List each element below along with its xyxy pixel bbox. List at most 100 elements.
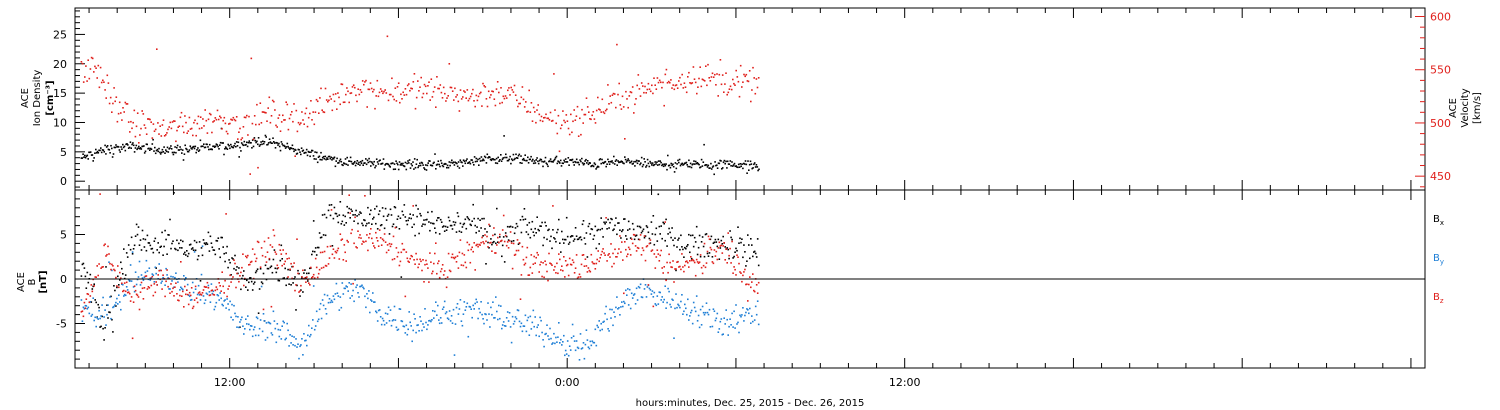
density-point (746, 172, 748, 174)
by-point (690, 309, 693, 312)
by-point (426, 328, 428, 331)
density-point (506, 159, 509, 162)
velocity-point (471, 92, 473, 95)
bz-point (710, 248, 713, 251)
velocity-point (269, 121, 272, 124)
by-point (681, 294, 683, 296)
by-point (438, 322, 441, 325)
bx-point (392, 223, 395, 225)
velocity-point (454, 87, 456, 90)
by-point (283, 321, 285, 324)
bz-point (639, 234, 642, 236)
bx-point (306, 272, 308, 275)
density-point (474, 160, 477, 163)
bx-point (275, 271, 278, 274)
bx-point (479, 219, 481, 221)
bz-point (326, 245, 329, 248)
bz-point (164, 295, 166, 298)
by-point (606, 318, 608, 321)
density-point (123, 145, 126, 148)
velocity-point (504, 95, 507, 97)
velocity-point (374, 107, 376, 110)
bx-point (489, 225, 491, 227)
density-point (341, 163, 343, 166)
velocity-point (148, 118, 150, 120)
velocity-point (354, 86, 356, 89)
velocity-point (188, 116, 191, 119)
density-velocity-points (80, 35, 760, 176)
by-point (395, 326, 398, 329)
density-point (471, 159, 473, 161)
bz-point (357, 230, 359, 232)
density-point (448, 161, 451, 163)
bz-point (699, 254, 702, 256)
bx-point (720, 239, 723, 242)
bz-point (408, 261, 410, 263)
density-point (161, 148, 164, 151)
density-point (730, 165, 732, 167)
bz-point (460, 264, 463, 266)
velocity-point (176, 129, 178, 132)
bz-point (195, 297, 198, 299)
velocity-point (172, 120, 175, 122)
bz-point (407, 260, 409, 263)
bx-point (227, 266, 229, 269)
bz-point (89, 295, 92, 297)
bx-point (168, 234, 170, 236)
by-point (327, 301, 330, 304)
velocity-point (665, 68, 668, 71)
density-point (744, 160, 747, 162)
density-point (544, 156, 547, 159)
bx-point (117, 275, 119, 278)
bz-point (381, 238, 384, 240)
bz-point (81, 310, 84, 312)
bz-point (151, 275, 154, 278)
by-point (291, 335, 293, 337)
density-point (408, 162, 410, 164)
velocity-point (622, 106, 625, 108)
density-point (131, 143, 133, 146)
bz-point (172, 287, 174, 290)
velocity-point (309, 112, 311, 115)
density-point (424, 164, 427, 166)
velocity-point (690, 82, 692, 85)
bz-point (158, 269, 160, 272)
bx-point (328, 204, 331, 206)
density-point (340, 160, 343, 163)
bx-point (381, 207, 384, 209)
bz-point (147, 286, 150, 288)
velocity-point (538, 113, 541, 116)
bx-point (394, 206, 397, 209)
velocity-point (610, 101, 613, 104)
bx-point (714, 238, 717, 241)
velocity-point (549, 111, 552, 114)
by-point (449, 320, 452, 322)
density-point (502, 157, 505, 159)
bx-point (251, 289, 254, 291)
density-point (681, 162, 683, 165)
bz-point (482, 241, 484, 243)
bz-point (340, 239, 343, 241)
by-point (615, 306, 617, 309)
bx-point (529, 236, 532, 239)
bz-point (261, 254, 264, 257)
bx-point (411, 226, 413, 228)
density-point (725, 160, 727, 163)
velocity-point (411, 87, 413, 90)
bx-point (537, 228, 539, 231)
bz-point (705, 262, 708, 264)
density-point (624, 156, 626, 158)
bx-point (211, 246, 214, 249)
velocity-point (532, 106, 535, 109)
bz-point (337, 247, 340, 250)
bx-point (748, 244, 750, 246)
by-point (317, 318, 320, 321)
velocity-point (523, 106, 526, 108)
bz-point (433, 262, 435, 265)
legend-bx: Bx (1433, 214, 1444, 227)
density-point (606, 163, 608, 165)
velocity-point (206, 132, 209, 134)
density-point (354, 164, 357, 167)
by-point (644, 284, 647, 286)
by-point (590, 344, 593, 347)
